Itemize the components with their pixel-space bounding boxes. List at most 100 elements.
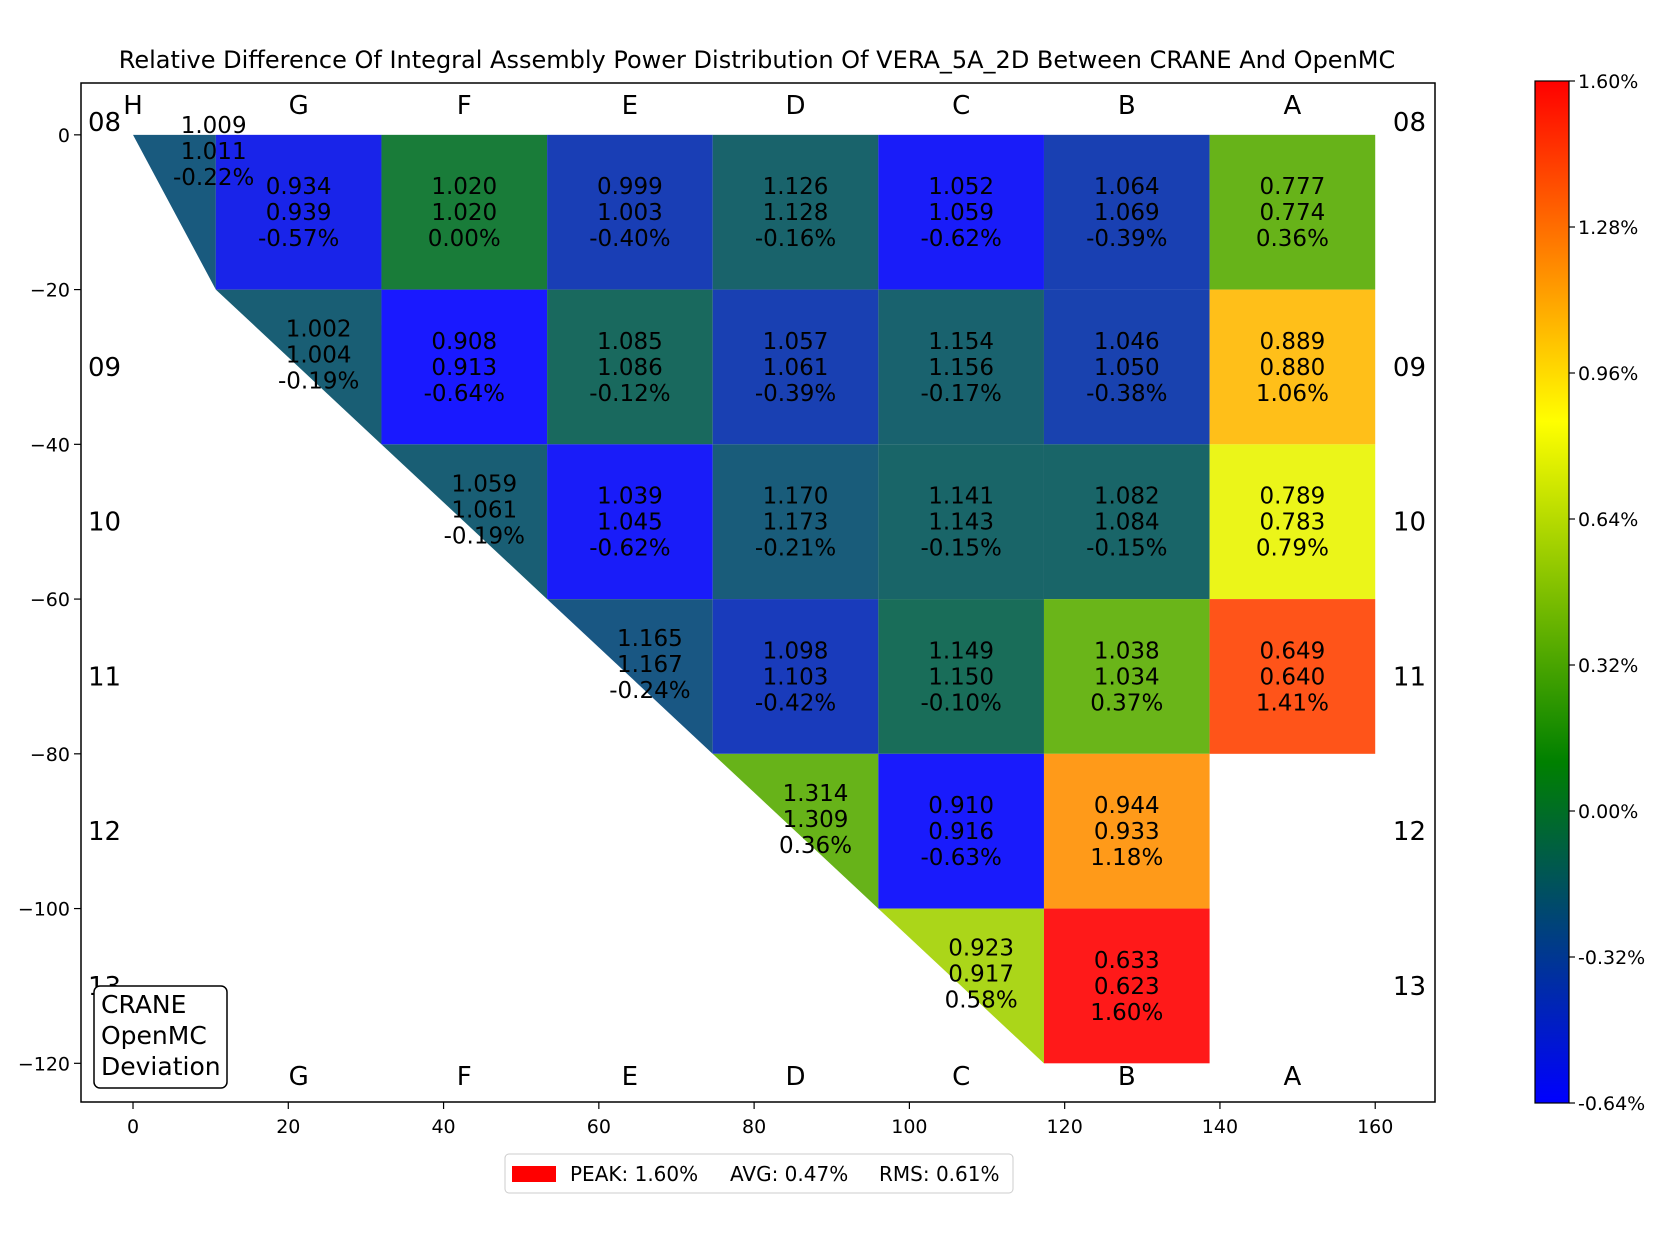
colorbar-tick-label: 0.64% <box>1578 509 1638 531</box>
row-label-left-11: 11 <box>88 662 121 692</box>
y-tick-label: −20 <box>30 280 70 302</box>
grid-cell-0-6 <box>1043 134 1210 290</box>
cell-deviation-value: -0.19% <box>444 523 525 549</box>
cell-crane-value: 1.002 <box>286 317 352 343</box>
colorbar-tick-label: 0.00% <box>1578 801 1638 823</box>
row-label-right-08: 08 <box>1393 108 1426 138</box>
cell-openmc-value: 0.913 <box>431 355 497 381</box>
x-tick-label: 0 <box>127 1116 139 1138</box>
grid-cell-2-4 <box>712 444 879 600</box>
axes: 0 20 40 60 80 100 120 140 160 0 −20 −40 −60 −80 −100 −1… <box>18 125 1394 1138</box>
cell-openmc-value: 1.309 <box>783 807 849 833</box>
diagonal-cell-2-2 <box>381 444 548 600</box>
cell-crane-value: 0.889 <box>1259 329 1325 355</box>
cell-crane-value: 1.170 <box>763 484 829 510</box>
cell-crane-value: 0.777 <box>1259 174 1325 200</box>
row-label-right-09: 09 <box>1393 353 1426 383</box>
colorbar: -0.64% -0.32% 0.00% 0.32% 0.64% 0.96% 1.28% 1.6… <box>1534 71 1645 1115</box>
cell-crane-value: 1.046 <box>1094 329 1160 355</box>
cell-deviation-value: 0.58% <box>945 988 1018 1014</box>
grid-cell-3-4 <box>712 599 879 754</box>
x-tick-label: 60 <box>587 1116 611 1138</box>
column-label-bottom-F: F <box>457 1062 472 1092</box>
heatmap-cells <box>133 134 1376 1064</box>
rms-stat: RMS: 0.61% <box>879 1162 999 1186</box>
cell-deviation-value: -0.38% <box>1086 381 1167 407</box>
cell-openmc-value: 0.774 <box>1259 200 1325 226</box>
cell-openmc-value: 0.916 <box>928 819 994 845</box>
colorbar-ticks: -0.64% -0.32% 0.00% 0.32% 0.64% 0.96% 1.28% 1.6… <box>1569 71 1645 1115</box>
cell-deviation-value: -0.22% <box>173 165 254 191</box>
x-tick-label: 80 <box>742 1116 766 1138</box>
grid-cell-1-3 <box>547 289 713 445</box>
column-label-top-F: F <box>457 91 472 121</box>
column-label-bottom-C: C <box>952 1062 970 1092</box>
diagonal-cell-4-4 <box>712 753 879 909</box>
x-tick-label: 120 <box>1047 1116 1083 1138</box>
row-label-left-10: 10 <box>88 508 121 538</box>
cell-crane-value: 1.038 <box>1094 638 1160 664</box>
cell-deviation-value: -0.62% <box>589 536 670 562</box>
column-label-top-A: A <box>1284 91 1302 121</box>
column-label-top-G: G <box>289 91 309 121</box>
cell-crane-value: 0.908 <box>431 329 497 355</box>
cell-deviation-value: 1.18% <box>1090 845 1163 871</box>
cell-deviation-value: 0.00% <box>428 226 501 252</box>
cell-deviation-value: 0.36% <box>1256 226 1329 252</box>
grid-cell-3-5 <box>878 599 1044 754</box>
x-tick-label: 160 <box>1357 1116 1393 1138</box>
y-tick-label: −100 <box>18 899 70 921</box>
row-label-left-12: 12 <box>88 817 121 847</box>
legend-box: CRANE OpenMC Deviation <box>93 985 228 1089</box>
column-label-bottom-G: G <box>289 1062 309 1092</box>
grid-cell-4-5 <box>878 753 1044 909</box>
cell-crane-value: 0.649 <box>1259 638 1325 664</box>
row-label-left-08: 08 <box>88 108 121 138</box>
plot-frame <box>80 82 1436 1103</box>
row-label-left-09: 09 <box>88 353 121 383</box>
diagonal-cell-5-5 <box>878 908 1044 1064</box>
y-tick-label: −120 <box>18 1053 70 1075</box>
legend-crane-label: CRANE <box>101 990 186 1019</box>
column-label-top-C: C <box>952 91 970 121</box>
cell-deviation-value: -0.12% <box>589 381 670 407</box>
cell-openmc-value: 1.003 <box>597 200 663 226</box>
cell-openmc-value: 1.061 <box>763 355 829 381</box>
colorbar-gradient <box>1534 80 1570 1104</box>
diagonal-cell-1-1 <box>215 289 382 445</box>
peak-color-swatch <box>512 1166 556 1182</box>
cell-openmc-value: 1.128 <box>763 200 829 226</box>
cell-crane-value: 1.052 <box>928 174 994 200</box>
grid-cell-0-2 <box>381 134 548 290</box>
grid-cell-3-7 <box>1209 599 1376 754</box>
grid-cell-1-5 <box>878 289 1044 445</box>
y-tick-label: 0 <box>58 125 70 147</box>
column-label-bottom-A: A <box>1284 1062 1302 1092</box>
stats-legend: PEAK: 1.60% AVG: 0.47% RMS: 0.61% <box>504 1153 1014 1194</box>
cell-deviation-value: -0.39% <box>1086 226 1167 252</box>
x-tick-label: 20 <box>276 1116 300 1138</box>
cell-openmc-value: 0.933 <box>1094 819 1160 845</box>
grid-cell-0-1 <box>215 134 382 290</box>
grid-cell-2-3 <box>547 444 713 600</box>
cell-deviation-value: 1.06% <box>1256 381 1329 407</box>
peak-stat: PEAK: 1.60% <box>570 1162 698 1186</box>
cell-crane-value: 1.039 <box>597 484 663 510</box>
grid-cell-1-2 <box>381 289 548 445</box>
cell-openmc-value: 1.061 <box>451 497 517 523</box>
cell-crane-value: 0.910 <box>928 793 994 819</box>
colorbar-tick-label: -0.64% <box>1578 1093 1645 1115</box>
x-tick-label: 140 <box>1202 1116 1238 1138</box>
cell-crane-value: 1.057 <box>763 329 829 355</box>
cell-crane-value: 1.154 <box>928 329 994 355</box>
cell-openmc-value: 1.143 <box>928 510 994 536</box>
cell-deviation-value: -0.40% <box>589 226 670 252</box>
cell-deviation-value: -0.63% <box>920 845 1001 871</box>
grid-cell-1-4 <box>712 289 879 445</box>
cell-deviation-value: 0.36% <box>779 833 852 859</box>
cell-deviation-value: -0.62% <box>920 226 1001 252</box>
chart-title: Relative Difference Of Integral Assembly… <box>119 46 1396 74</box>
column-label-top-H: H <box>123 91 143 121</box>
cell-openmc-value: 1.086 <box>597 355 663 381</box>
colorbar-tick-label: 0.96% <box>1578 363 1638 385</box>
